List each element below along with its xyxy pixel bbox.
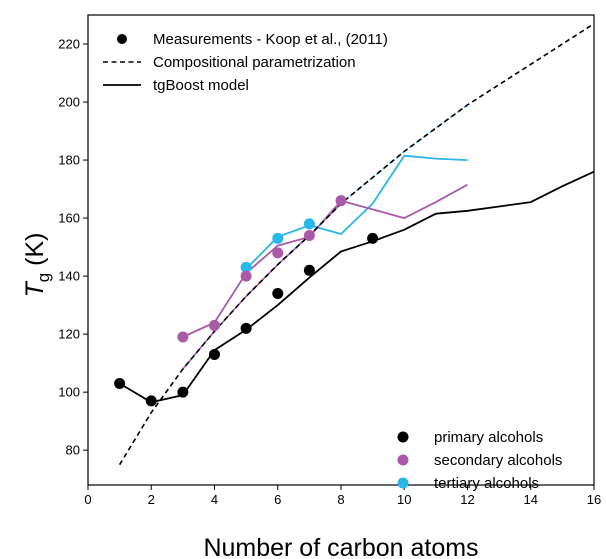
primary-measurement-point <box>145 395 157 407</box>
secondary-measurement-point <box>272 247 284 259</box>
primary-measurement-point <box>367 232 379 244</box>
y-axis-title-subscript: g <box>34 273 53 282</box>
y-tick-label: 180 <box>58 153 80 168</box>
x-tick-label: 12 <box>460 492 474 507</box>
y-axis-title-symbol: T <box>21 281 49 298</box>
legend-bottom-marker-icon <box>397 477 409 489</box>
legend-marker-icon <box>117 34 127 44</box>
x-axis-title: Number of carbon atoms <box>203 534 478 559</box>
legend-bottom-marker-icon <box>397 431 409 443</box>
primary-measurement-point <box>303 264 315 276</box>
y-tick-label: 220 <box>58 37 80 52</box>
y-tick-label: 80 <box>66 443 80 458</box>
legend-top-label: Measurements - Koop et al., (2011) <box>153 31 388 48</box>
x-tick-label: 4 <box>211 492 218 507</box>
y-axis-title-unit: (K) <box>21 232 49 272</box>
legend-bottom-label: tertiary alcohols <box>434 475 539 492</box>
tertiary-tgboost-line <box>245 154 468 270</box>
x-tick-label: 8 <box>337 492 344 507</box>
primary-measurement-point <box>209 348 220 360</box>
primary-tgboost-line <box>119 170 595 404</box>
series-lines <box>118 23 595 466</box>
legend-top-label: tgBoost model <box>153 77 249 94</box>
x-tick-label: 16 <box>587 492 601 507</box>
y-axis: 80 100 120 140 160 180 200 220 <box>58 37 88 458</box>
secondary-measurement-point <box>335 195 347 207</box>
legend-top-label: Compositional parametrization <box>153 54 356 71</box>
y-tick-label: 160 <box>58 211 80 226</box>
tertiary-measurement-point <box>272 232 284 244</box>
secondary-measurement-point <box>177 331 189 343</box>
legend-bottom: primary alcohols secondary alcohols tertia… <box>397 429 562 492</box>
secondary-measurement-point <box>209 319 220 331</box>
markers <box>114 195 379 407</box>
legend-bottom-marker-icon <box>397 454 409 466</box>
y-tick-label: 200 <box>58 95 80 110</box>
secondary-tgboost-line <box>182 183 468 338</box>
legend-bottom-label: secondary alcohols <box>434 452 562 469</box>
legend-bottom-label: primary alcohols <box>434 429 543 446</box>
y-tick-label: 140 <box>58 269 80 284</box>
primary-measurement-point <box>114 377 126 389</box>
x-axis: 0 2 4 6 8 10 12 14 16 <box>84 485 601 507</box>
y-axis-title: Tg (K) <box>21 232 53 297</box>
primary-measurement-point <box>240 322 252 334</box>
tertiary-parametrization-line <box>245 104 468 297</box>
primary-measurement-point <box>177 386 189 398</box>
x-tick-label: 2 <box>148 492 155 507</box>
secondary-measurement-point <box>303 229 315 241</box>
tertiary-measurement-point <box>303 218 315 230</box>
legend-top: Measurements - Koop et al., (2011) Compos… <box>103 31 388 94</box>
primary-measurement-point <box>272 288 284 300</box>
x-tick-label: 14 <box>524 492 538 507</box>
y-tick-label: 100 <box>58 385 80 400</box>
x-tick-label: 10 <box>397 492 411 507</box>
tertiary-measurement-point <box>240 261 252 273</box>
primary-parametrization-line <box>118 23 595 466</box>
secondary-measurement-point <box>240 270 252 282</box>
x-tick-label: 6 <box>274 492 281 507</box>
y-tick-label: 120 <box>58 327 80 342</box>
x-tick-label: 0 <box>84 492 91 507</box>
